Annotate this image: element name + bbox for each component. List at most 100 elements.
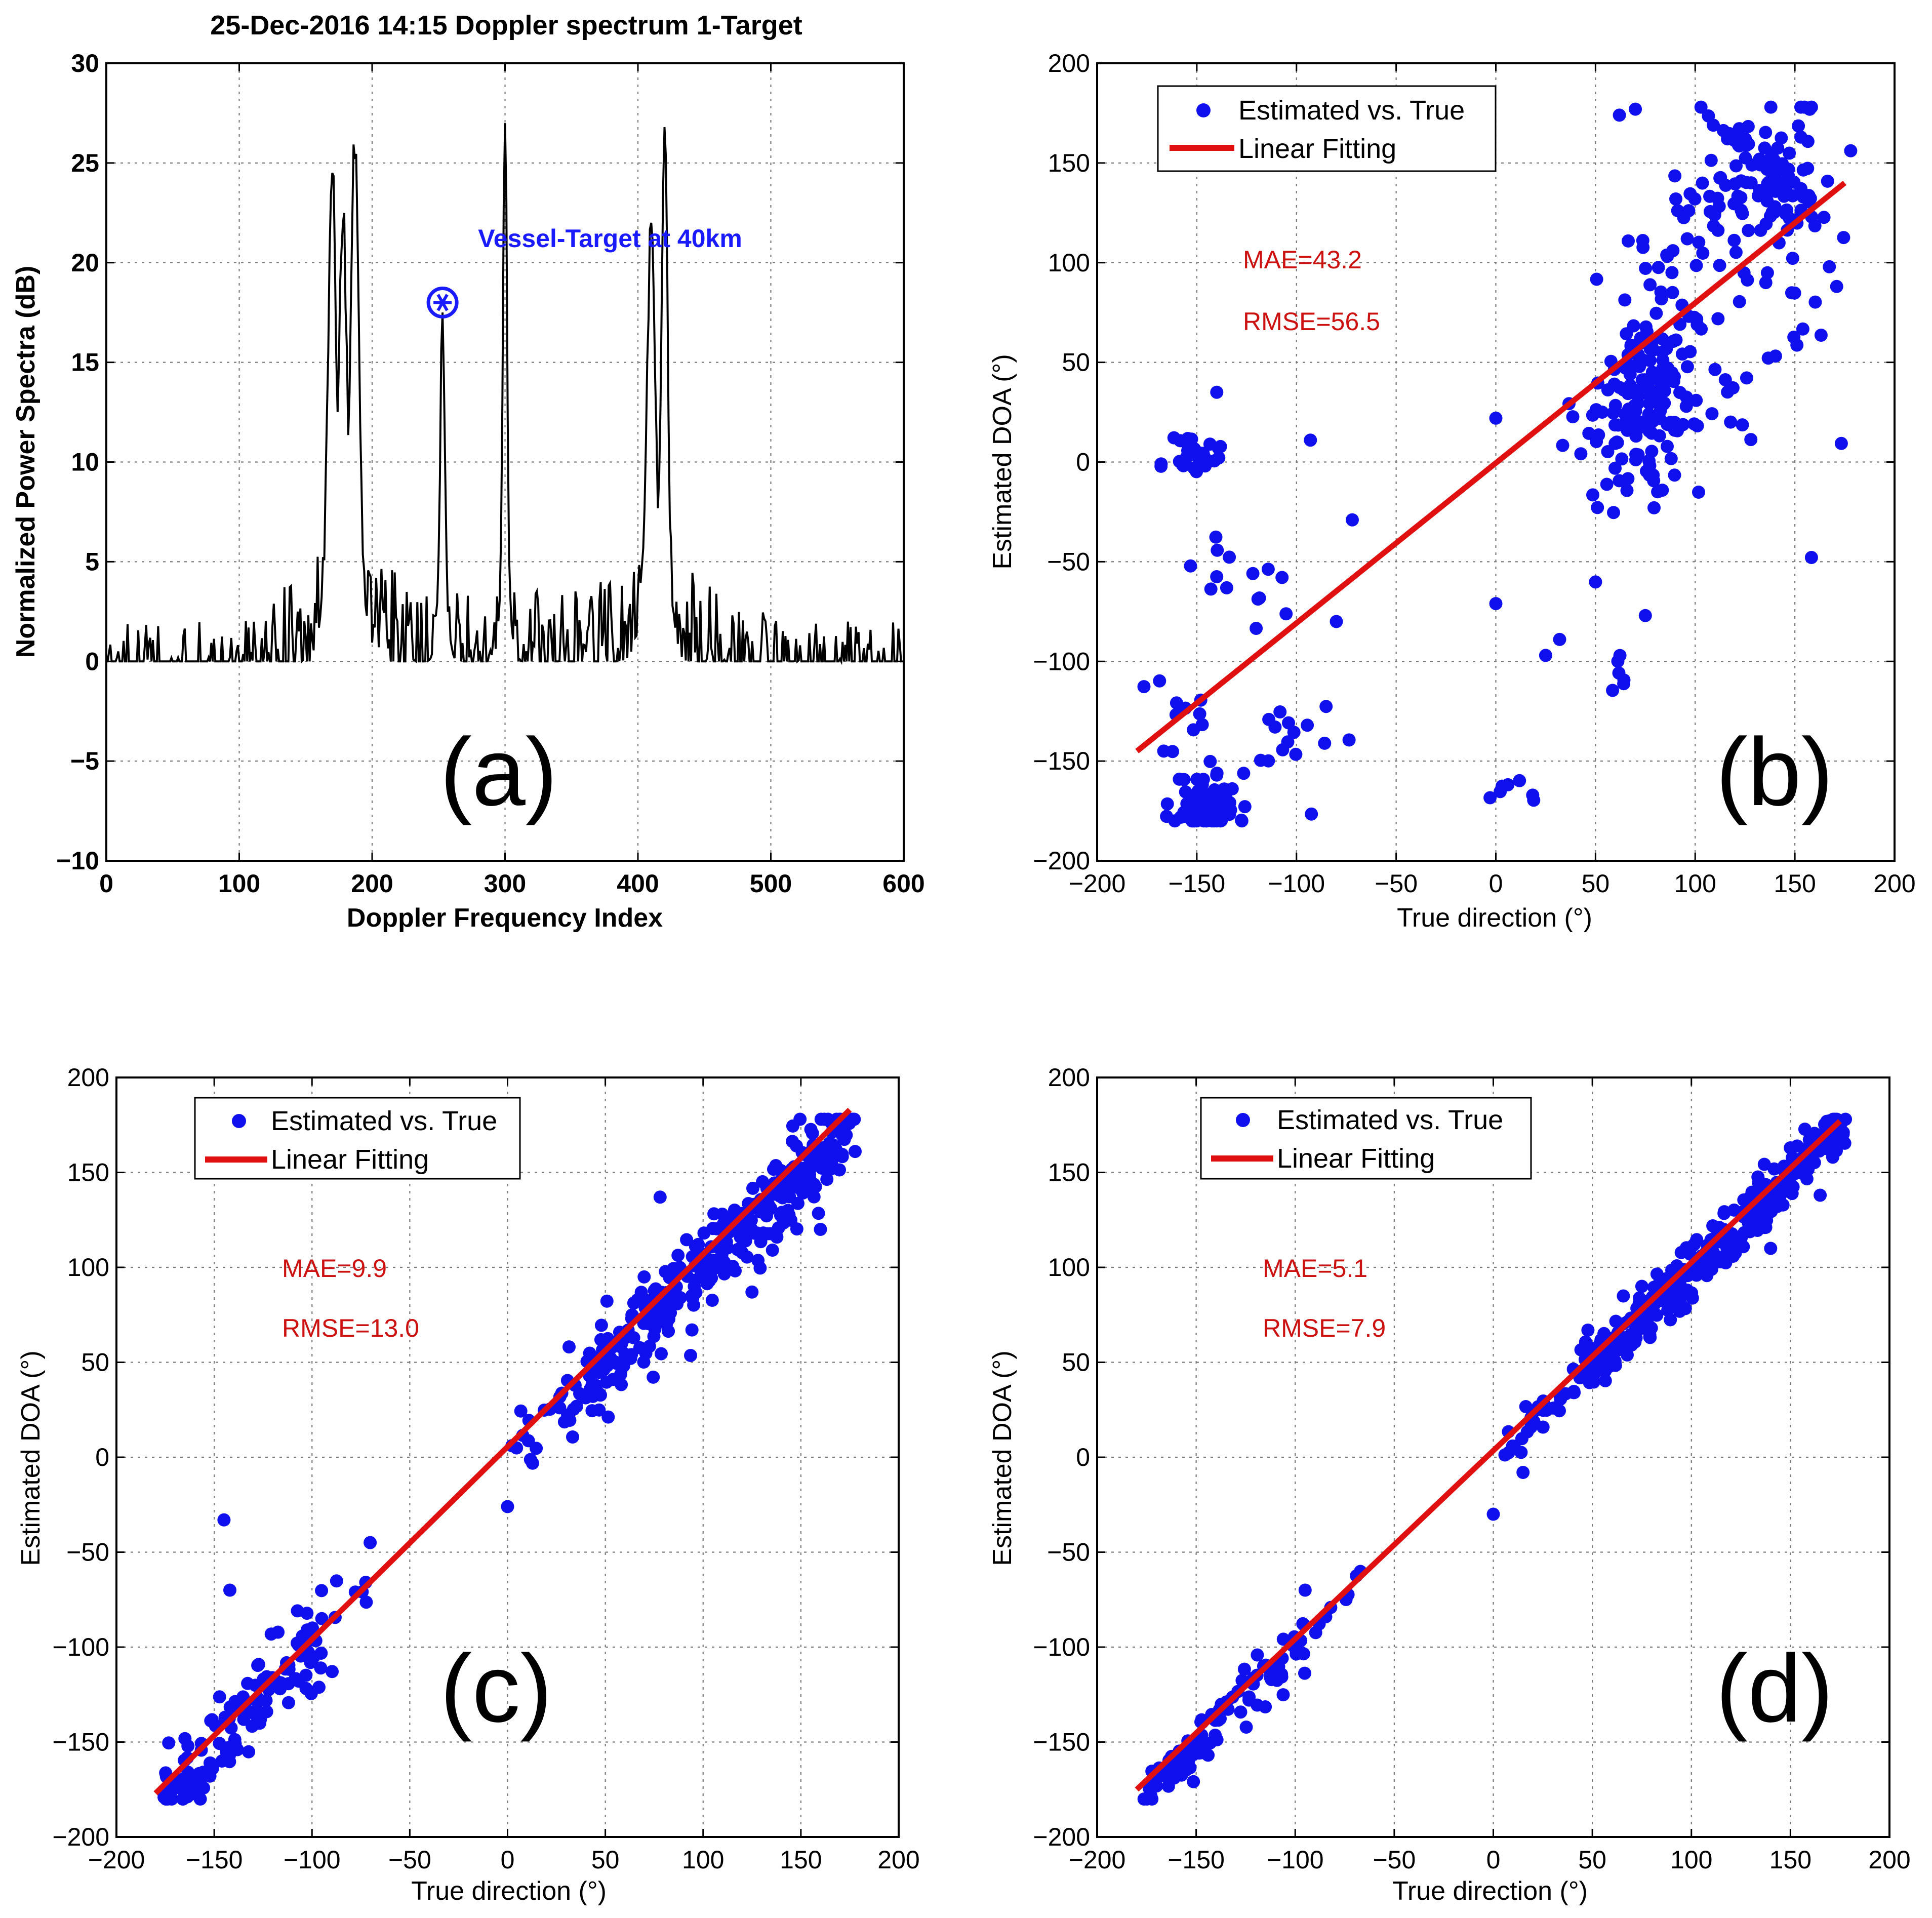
b-scatter-point — [1638, 609, 1652, 622]
b-scatter-point — [1653, 429, 1666, 443]
panel-d-plot-area — [1135, 1112, 1853, 1806]
b-scatter-point — [1837, 231, 1850, 245]
b-scatter-point — [1823, 260, 1836, 273]
panel-a-plot-area — [106, 123, 903, 665]
b-scatter-point — [1238, 800, 1252, 814]
b-scatter-point — [1783, 146, 1796, 160]
c-xtick-label: −200 — [88, 1846, 145, 1874]
d-ytick-label: 100 — [1048, 1253, 1090, 1282]
b-scatter-point — [1776, 157, 1789, 171]
d-scatter-point — [1707, 1246, 1720, 1259]
panel-a-title: 25-Dec-2016 14:15 Doppler spectrum 1-Tar… — [210, 10, 802, 41]
b-scatter-point — [1665, 266, 1679, 279]
c-scatter-point — [615, 1378, 628, 1391]
d-xtick-label: −200 — [1069, 1846, 1126, 1874]
d-ytick-label: 50 — [1062, 1348, 1090, 1377]
d-ytick-label: −50 — [1047, 1538, 1090, 1567]
c-scatter-point — [594, 1333, 608, 1346]
b-scatter-point — [1607, 506, 1620, 520]
c-scatter-point — [600, 1294, 614, 1308]
d-ytick-label: −100 — [1033, 1633, 1090, 1661]
b-scatter-point — [1661, 439, 1674, 453]
c-scatter-point — [835, 1147, 849, 1161]
panel-c-plot-area — [153, 1107, 862, 1806]
c-scatter-point — [789, 1177, 803, 1190]
d-scatter-point — [1242, 1690, 1256, 1704]
c-scatter-point — [814, 1223, 827, 1236]
panel-c-mae: MAE=9.9 — [282, 1254, 387, 1283]
b-scatter-point — [1763, 209, 1777, 223]
b-scatter-point — [1629, 102, 1642, 116]
c-scatter-point — [786, 1135, 799, 1148]
panel-a-target-marker — [426, 287, 459, 318]
c-ytick-label: 50 — [81, 1348, 109, 1377]
b-scatter-point — [1279, 607, 1293, 621]
c-scatter-point — [689, 1286, 703, 1299]
d-scatter-point — [1661, 1303, 1675, 1317]
d-scatter-point — [1617, 1289, 1630, 1303]
panel-a-doppler-spectrum: 25-Dec-2016 14:15 Doppler spectrum 1-Tar… — [11, 10, 925, 933]
b-scatter-point — [1775, 131, 1788, 145]
c-xtick-label: 50 — [591, 1846, 620, 1874]
d-scatter-point — [1790, 1139, 1804, 1153]
b-scatter-point — [1649, 306, 1663, 320]
b-scatter-point — [1798, 100, 1812, 114]
d-scatter-point — [1150, 1779, 1163, 1793]
b-scatter-point — [1696, 247, 1710, 260]
c-scatter-point — [803, 1162, 817, 1176]
a-xtick-label: 500 — [750, 869, 792, 898]
a-xtick-label: 100 — [218, 869, 260, 898]
d-scatter-point — [1734, 1230, 1747, 1244]
c-scatter-point — [326, 1665, 339, 1679]
c-scatter-point — [746, 1181, 759, 1195]
c-scatter-point — [684, 1349, 697, 1362]
d-scatter-point — [1298, 1666, 1311, 1680]
panel-c-grid — [115, 1076, 900, 1838]
c-scatter-point — [655, 1347, 668, 1361]
b-scatter-point — [1736, 418, 1749, 432]
b-xtick-label: 0 — [1489, 869, 1503, 898]
b-scatter-point — [1629, 453, 1642, 466]
b-scatter-point — [1689, 393, 1703, 407]
c-scatter-point — [627, 1296, 640, 1310]
c-scatter-point — [775, 1206, 789, 1219]
d-scatter-point — [1757, 1157, 1771, 1171]
b-scatter-point — [1690, 312, 1704, 326]
d-scatter-point — [1643, 1331, 1657, 1344]
c-scatter-point — [647, 1370, 660, 1384]
b-scatter-point — [1185, 432, 1198, 446]
b-scatter-point — [1808, 295, 1822, 309]
a-xtick-label: 200 — [351, 869, 393, 898]
b-scatter-point — [1742, 137, 1755, 151]
b-scatter-point — [1647, 474, 1661, 488]
b-scatter-point — [1736, 207, 1749, 220]
c-ytick-label: −50 — [66, 1538, 109, 1567]
c-scatter-point — [839, 1128, 853, 1142]
panel-b-scatter: −200 −150 −100 −50 0 50 100 150 200 −200 −150 −100 −… — [988, 49, 1916, 933]
a-ytick-label: 15 — [71, 348, 99, 377]
b-scatter-point — [1639, 262, 1653, 275]
b-scatter-point — [1589, 403, 1603, 417]
panel-b-plot-area — [1135, 100, 1858, 828]
d-scatter-point — [1776, 1198, 1790, 1212]
d-fit-line — [1135, 1119, 1842, 1792]
b-scatter-point — [1268, 720, 1282, 734]
b-scatter-point — [1330, 615, 1343, 628]
b-scatter-point — [1651, 485, 1665, 499]
b-scatter-point — [1622, 234, 1635, 248]
c-scatter-point — [707, 1207, 721, 1221]
c-scatter-point — [183, 1777, 197, 1791]
panel-c-scatter: −200 −150 −100 −50 0 50 100 150 200 −200 −150 −100 −… — [16, 1063, 920, 1906]
d-ytick-label: 150 — [1048, 1158, 1090, 1187]
b-scatter-point — [1758, 141, 1772, 155]
b-scatter-point — [1780, 203, 1793, 217]
c-ytick-label: 150 — [67, 1158, 109, 1187]
b-scatter-point — [1694, 100, 1708, 114]
c-scatter-point — [237, 1712, 251, 1726]
panel-a-label: (a) — [440, 718, 557, 826]
b-scatter-point — [1606, 684, 1620, 697]
panel-d-grid — [1096, 1076, 1890, 1838]
b-scatter-point — [1689, 259, 1703, 272]
b-scatter-point — [1759, 126, 1773, 139]
